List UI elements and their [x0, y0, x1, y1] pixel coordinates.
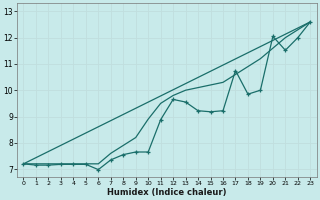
X-axis label: Humidex (Indice chaleur): Humidex (Indice chaleur)	[107, 188, 227, 197]
